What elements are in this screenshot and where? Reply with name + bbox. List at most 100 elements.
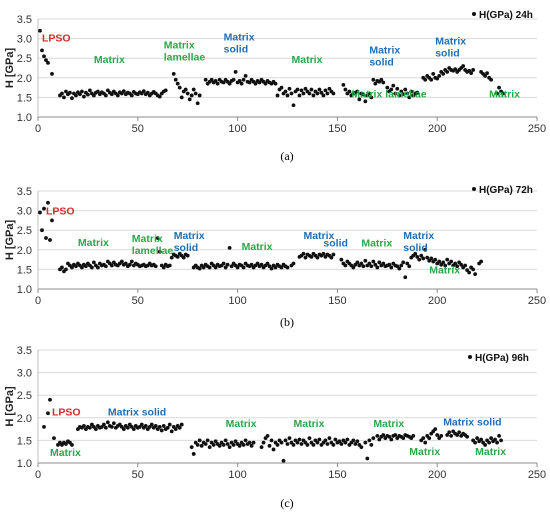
data-point: [103, 264, 108, 269]
data-point: [60, 265, 64, 270]
data-point: [321, 251, 326, 256]
data-point: [449, 433, 454, 438]
annotation-label: Matrix: [489, 88, 520, 100]
annotation-label: Matrix: [435, 35, 466, 47]
data-point: [371, 259, 376, 264]
data-point: [331, 443, 336, 447]
y-tick-label: 1.0: [17, 284, 32, 296]
x-tick-label: 50: [132, 469, 144, 481]
data-point: [291, 443, 296, 447]
data-point: [369, 95, 374, 100]
data-point: [119, 259, 124, 264]
data-point: [103, 425, 108, 430]
data-point: [457, 430, 462, 435]
y-tick-label: 2.0: [17, 413, 32, 425]
data-point: [441, 260, 446, 265]
data-point: [42, 54, 46, 59]
data-point: [343, 263, 348, 268]
chart-panel-b: 1.0 1.5 2.0 2.5 3.0 3.5 0 50 100 150 200 250 H [GPa]…: [4, 185, 546, 329]
annotation-label: solid: [174, 242, 199, 254]
annotation-label: LPSO: [52, 407, 81, 419]
y-tick-label: 2.0: [17, 245, 32, 257]
data-point: [261, 440, 266, 445]
annotation-label: Matrix: [403, 230, 434, 242]
data-point: [101, 422, 106, 427]
data-point: [377, 437, 382, 442]
data-point: [403, 87, 408, 92]
x-tick-label: 100: [228, 295, 246, 307]
data-point: [235, 265, 240, 270]
data-point: [425, 255, 430, 260]
y-tick-label: 3.5: [17, 14, 32, 26]
data-point: [275, 443, 280, 447]
data-point: [317, 437, 322, 442]
data-point: [227, 445, 232, 450]
annotation-label: Matrix: [224, 32, 255, 44]
x-tick-label: 250: [528, 295, 546, 307]
data-point: [153, 424, 158, 428]
data-point: [285, 442, 290, 446]
data-point: [435, 433, 440, 437]
data-point: [191, 87, 196, 92]
data-point: [415, 254, 420, 259]
data-point: [495, 440, 499, 445]
data-point: [207, 445, 212, 450]
data-point: [291, 261, 296, 266]
x-tick-label: 150: [328, 123, 346, 135]
legend-marker: [472, 187, 476, 191]
y-tick-label: 2.5: [17, 390, 32, 402]
data-point: [163, 88, 168, 93]
data-point: [343, 87, 348, 92]
data-point: [369, 264, 374, 269]
data-point: [483, 443, 488, 447]
data-point: [375, 433, 380, 438]
data-point: [271, 447, 276, 452]
data-point: [367, 91, 372, 96]
data-point: [259, 262, 264, 267]
data-point: [44, 236, 48, 240]
data-point: [401, 92, 406, 97]
data-point: [359, 445, 364, 450]
data-point: [249, 443, 254, 448]
data-point: [227, 81, 232, 86]
data-point: [309, 87, 314, 92]
data-point: [463, 263, 468, 268]
data-point: [231, 77, 236, 82]
data-point: [203, 77, 208, 82]
data-point: [379, 77, 384, 82]
data-point: [169, 255, 174, 260]
data-point: [303, 86, 308, 91]
x-tick-label: 0: [35, 123, 41, 135]
data-point: [355, 439, 360, 444]
data-point: [473, 272, 478, 277]
data-point: [105, 420, 110, 425]
data-point: [247, 80, 252, 85]
data-point: [199, 443, 204, 448]
x-tick-label: 100: [228, 123, 246, 135]
data-point: [427, 436, 432, 441]
data-point: [405, 261, 410, 266]
data-point: [371, 436, 376, 441]
data-point: [157, 249, 162, 254]
x-tick-label: 150: [328, 295, 346, 307]
data-point: [239, 81, 244, 86]
data-point: [91, 93, 96, 98]
x-tick-label: 200: [428, 123, 446, 135]
panel-label: (c): [280, 496, 293, 510]
panel-label: (a): [280, 149, 293, 163]
annotation-label: Matrix: [293, 418, 324, 430]
data-point: [445, 257, 450, 262]
data-point: [385, 85, 390, 90]
y-axis-label: H [GPa]: [4, 219, 16, 260]
annotation-label: Matrix solid: [443, 416, 501, 428]
data-point: [197, 266, 202, 271]
data-point: [74, 93, 78, 98]
data-point: [157, 94, 162, 99]
annotation-label: Matrix: [78, 237, 109, 249]
data-point: [459, 262, 464, 267]
data-point: [241, 443, 246, 447]
data-point: [453, 261, 458, 266]
data-point: [419, 253, 424, 258]
annotation-label: solid: [403, 242, 428, 254]
